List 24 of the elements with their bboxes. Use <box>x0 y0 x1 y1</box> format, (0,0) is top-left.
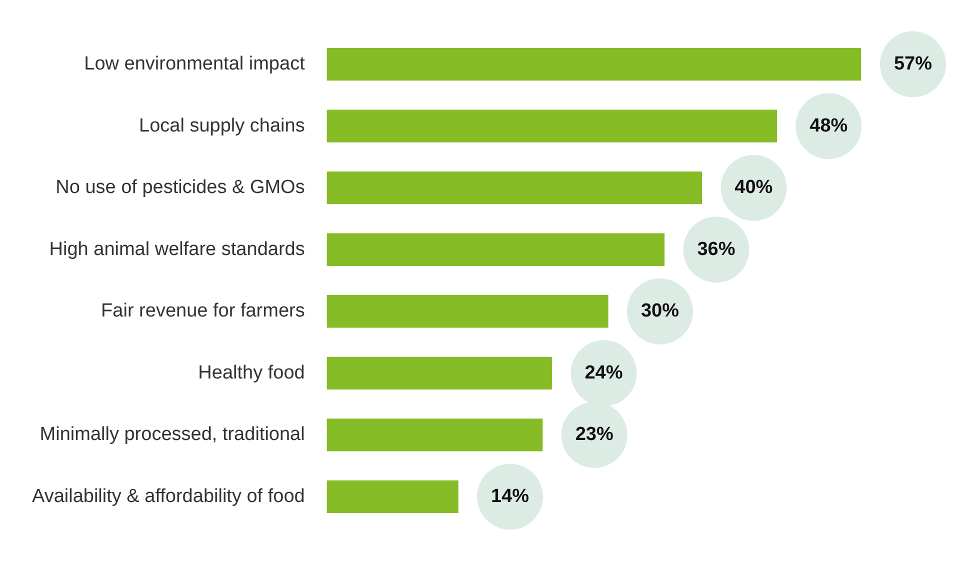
bar <box>326 356 552 390</box>
data-label: 57% <box>894 54 932 75</box>
bar <box>326 295 608 328</box>
bar <box>326 48 861 81</box>
y-tick-label: Minimally processed, traditional <box>40 424 305 446</box>
bar <box>326 110 777 142</box>
y-tick-label: Availability & affordability of food <box>32 486 305 507</box>
data-label: 40% <box>734 177 773 198</box>
data-label: 24% <box>584 362 623 384</box>
y-tick-label: Low environmental impact <box>84 54 306 75</box>
bar <box>326 480 458 514</box>
data-label: 30% <box>640 300 680 322</box>
bar <box>326 233 665 266</box>
data-label: 14% <box>491 486 530 507</box>
y-tick-label: Local supply chains <box>139 115 305 136</box>
bar <box>326 418 543 452</box>
data-label: 36% <box>697 238 736 260</box>
data-label: 23% <box>575 424 614 446</box>
bar <box>326 172 702 204</box>
y-tick-label: Fair revenue for farmers <box>101 300 305 322</box>
y-tick-label: No use of pesticides & GMOs <box>56 177 305 198</box>
data-label: 48% <box>810 115 848 136</box>
y-tick-label: Healthy food <box>198 362 305 384</box>
y-tick-label: High animal welfare standards <box>49 238 305 260</box>
